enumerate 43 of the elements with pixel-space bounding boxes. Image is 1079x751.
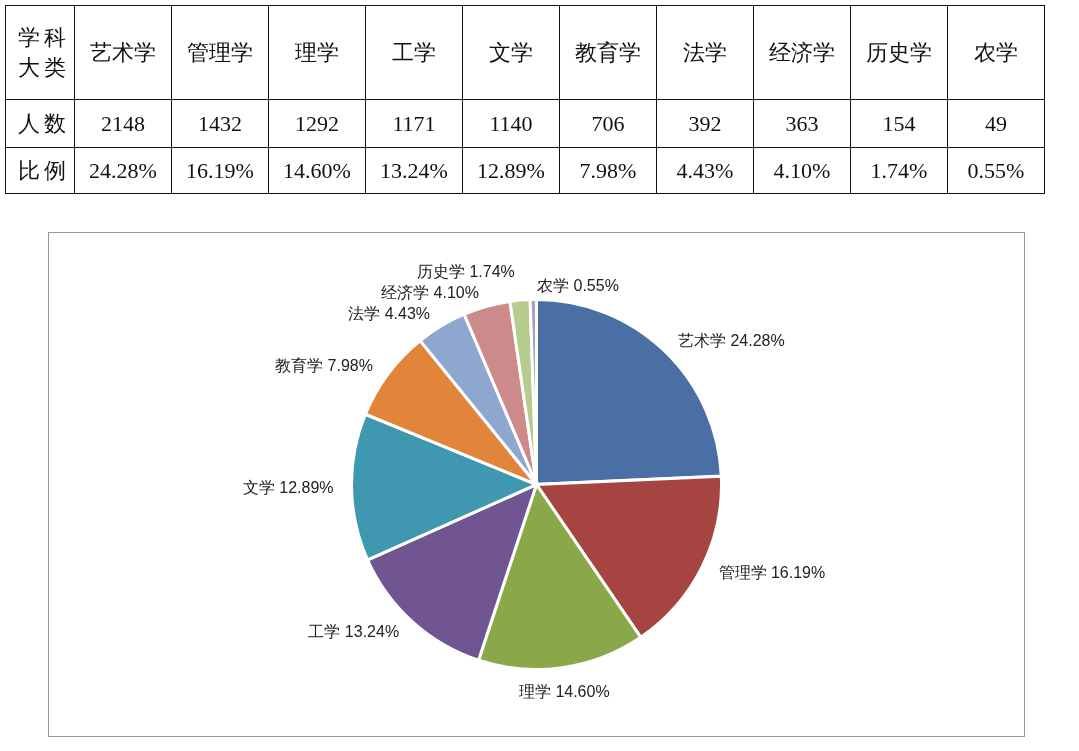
slice-label: 经济学 4.10% — [381, 283, 479, 301]
data-label: 154 — [850, 99, 948, 148]
slice-label: 文学 12.89% — [242, 478, 334, 496]
data-label: 706 — [559, 99, 657, 148]
text: 学科大类 — [5, 5, 75, 100]
slice-label: 管理学 16.19% — [718, 564, 826, 582]
slice-label: 理学 14.60% — [518, 682, 610, 700]
category-label: 教育学 — [559, 5, 657, 100]
category-label: 艺术学 — [74, 5, 172, 100]
data-label: 16.19% — [171, 147, 269, 194]
data-label: 4.43% — [656, 147, 754, 194]
category-label: 农学 — [947, 5, 1045, 100]
data-label: 1140 — [462, 99, 560, 148]
category-label: 理学 — [268, 5, 366, 100]
data-label: 0.55% — [947, 147, 1045, 194]
category-label: 法学 — [656, 5, 754, 100]
data-label: 1432 — [171, 99, 269, 148]
data-label: 4.10% — [753, 147, 851, 194]
category-label: 文学 — [462, 5, 560, 100]
data-label: 363 — [753, 99, 851, 148]
data-label: 12.89% — [462, 147, 560, 194]
slice-label: 历史学 1.74% — [416, 262, 515, 280]
data-label: 1.74% — [850, 147, 948, 194]
data-label: 392 — [656, 99, 754, 148]
legend-label: 人数 — [5, 99, 75, 148]
category-label: 工学 — [365, 5, 463, 100]
data-label: 2148 — [74, 99, 172, 148]
slice-label: 法学 4.43% — [348, 304, 431, 322]
category-label: 管理学 — [171, 5, 269, 100]
legend-label: 比例 — [5, 147, 75, 194]
data-label: 49 — [947, 99, 1045, 148]
slice-label: 农学 0.55% — [537, 276, 619, 294]
slice-label: 艺术学 24.28% — [678, 331, 785, 349]
data-label: 1292 — [268, 99, 366, 148]
data-label: 13.24% — [365, 147, 463, 194]
slice-label: 工学 13.24% — [308, 623, 400, 641]
category-label: 历史学 — [850, 5, 948, 100]
data-label: 1171 — [365, 99, 463, 148]
data-label: 7.98% — [559, 147, 657, 194]
data-label: 14.60% — [268, 147, 366, 194]
category-label: 经济学 — [753, 5, 851, 100]
data-label: 24.28% — [74, 147, 172, 194]
slice-label: 教育学 7.98% — [275, 356, 373, 374]
